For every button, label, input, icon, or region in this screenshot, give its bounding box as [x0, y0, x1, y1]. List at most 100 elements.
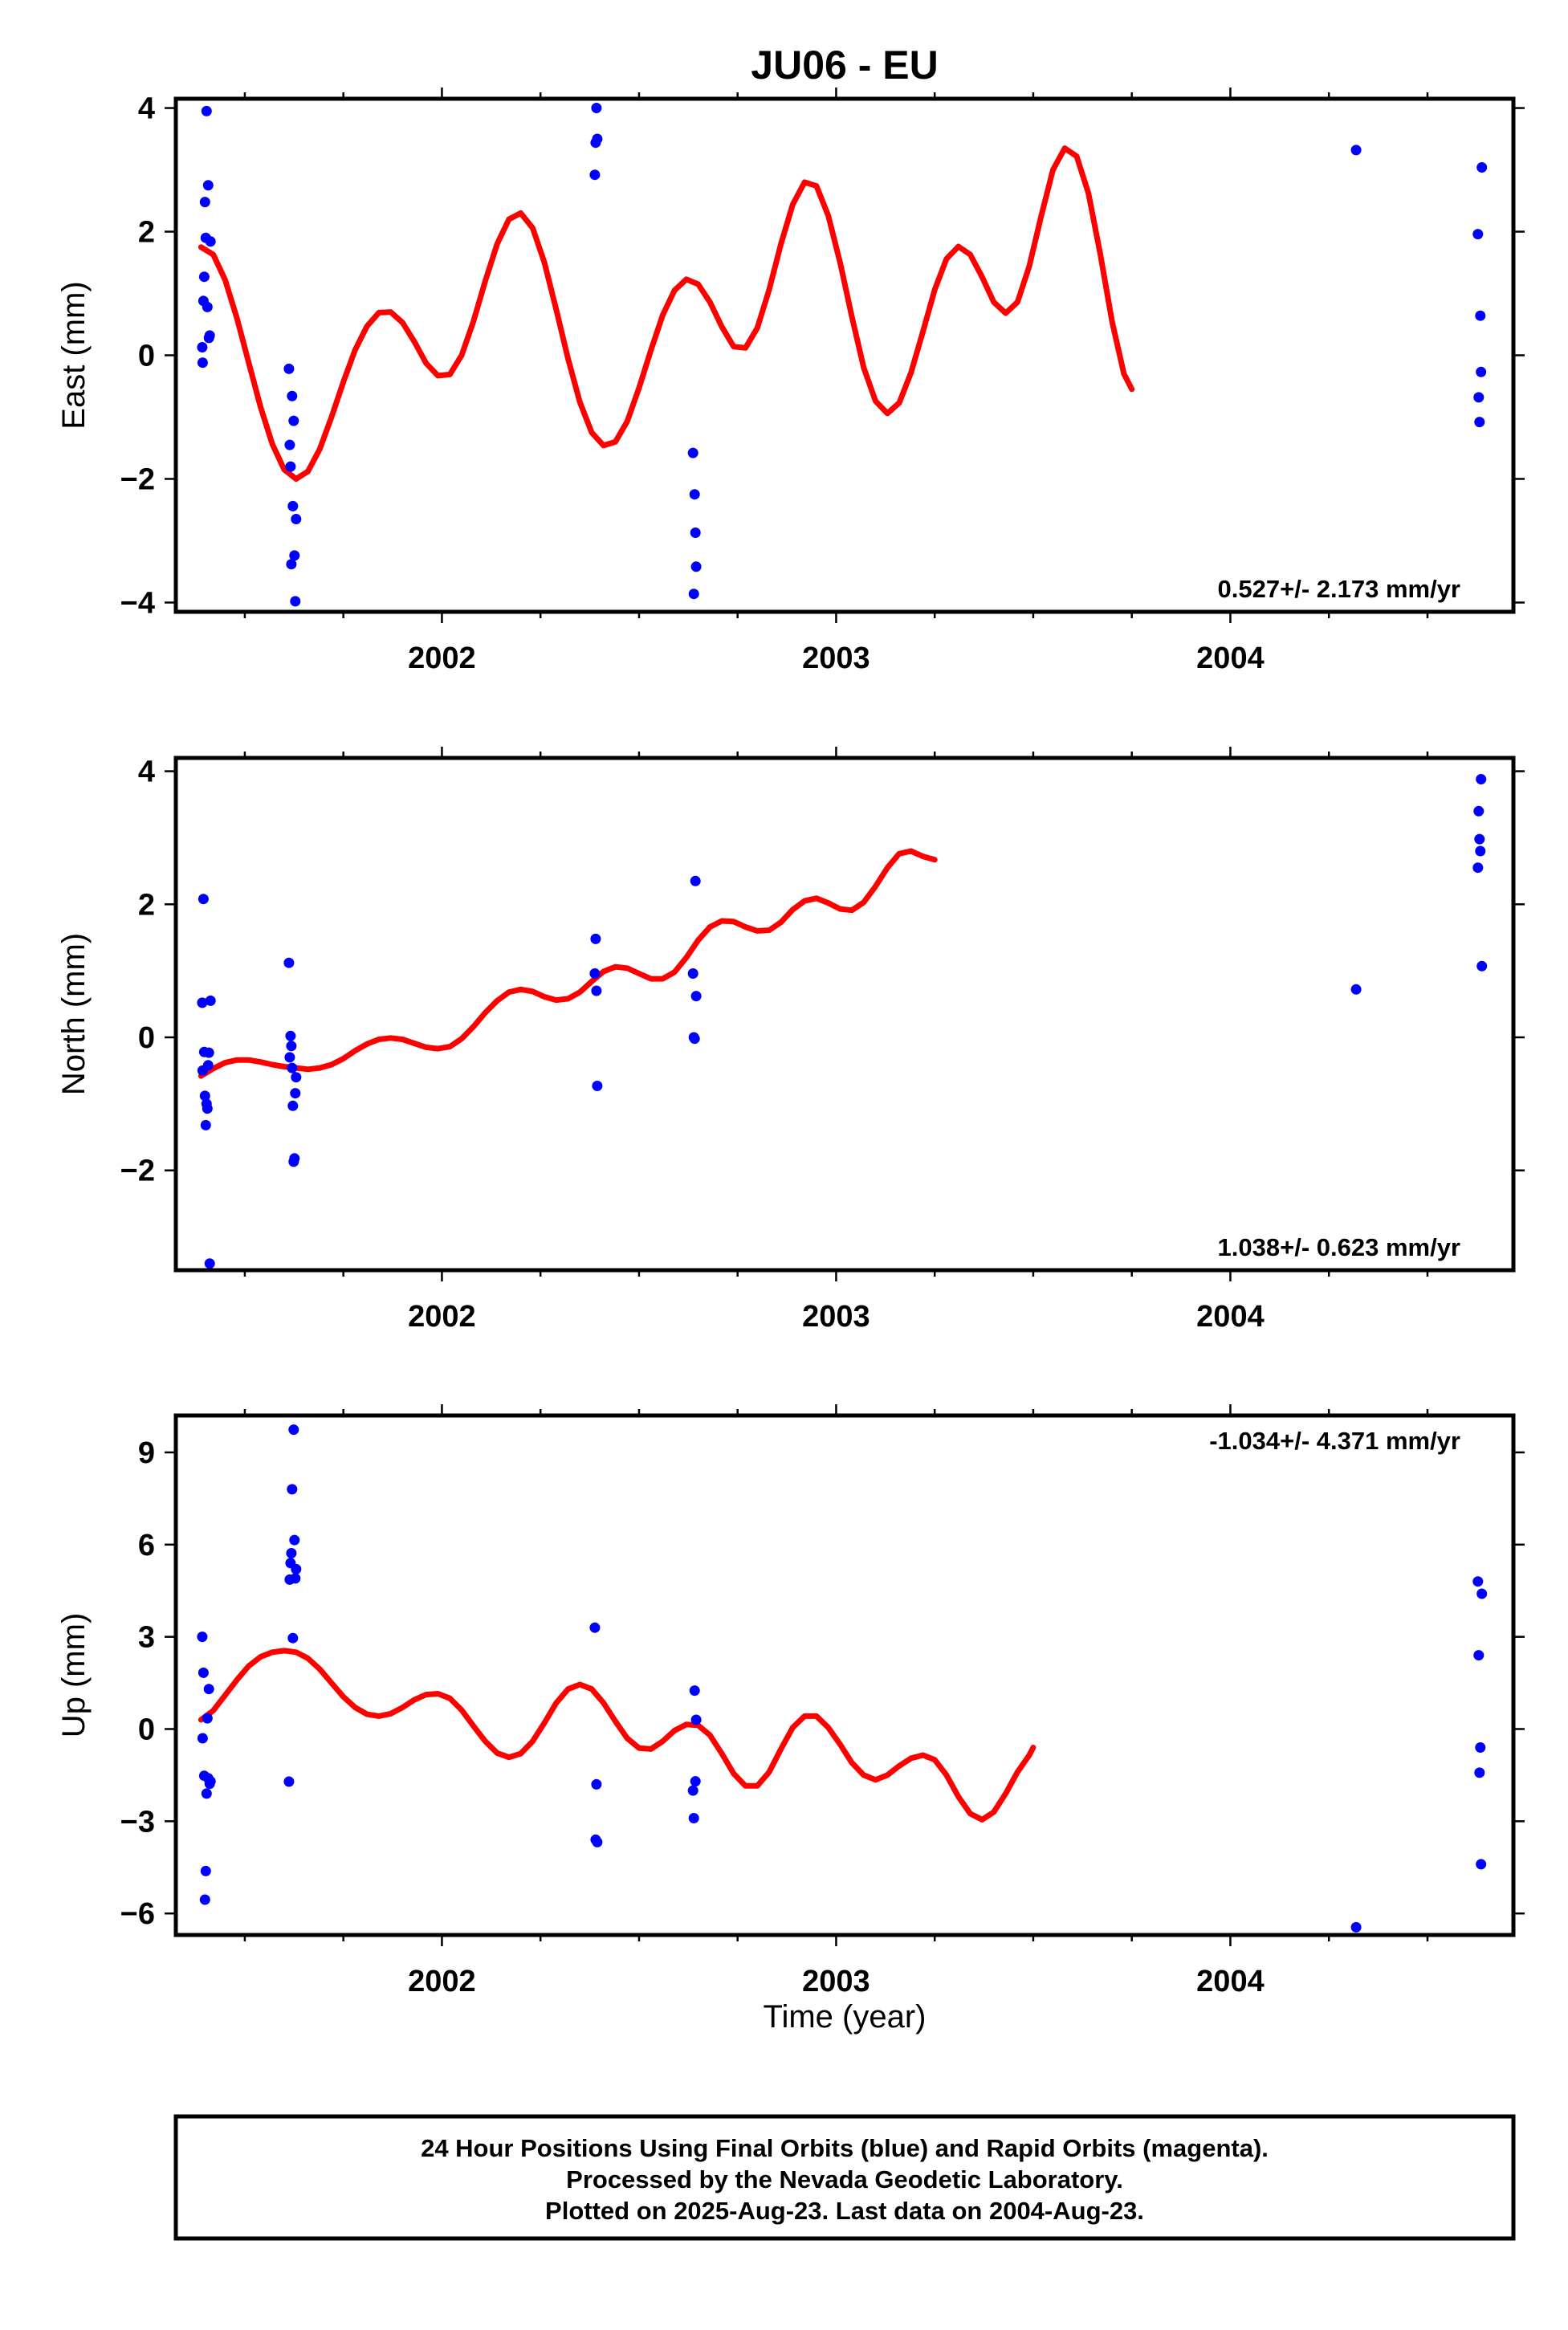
up-y-tick-label: 0 — [138, 1713, 155, 1746]
north-data-point — [202, 1103, 213, 1114]
north-rate-label: 1.038+/- 0.623 mm/yr — [1218, 1233, 1460, 1261]
east-data-point — [1475, 310, 1486, 321]
north-data-point — [290, 1088, 301, 1099]
north-data-point — [591, 985, 602, 996]
up-data-point — [197, 1733, 208, 1744]
east-y-tick-label: 0 — [138, 340, 155, 373]
east-data-point — [288, 415, 299, 426]
east-data-point — [287, 390, 298, 401]
east-data-point — [286, 559, 297, 570]
north-data-point — [197, 997, 208, 1008]
north-data-point — [291, 1072, 302, 1083]
east-y-axis-title: East (mm) — [56, 281, 92, 429]
up-data-point — [203, 1684, 214, 1695]
up-y-axis-title: Up (mm) — [56, 1613, 92, 1738]
north-data-point — [285, 1030, 296, 1041]
x-axis-title: Time (year) — [764, 1999, 927, 2035]
east-data-point — [589, 169, 601, 181]
east-data-point — [204, 330, 215, 341]
north-data-point — [199, 1090, 210, 1102]
up-data-point — [287, 1632, 299, 1644]
north-x-tick-label: 2003 — [802, 1300, 870, 1334]
east-x-tick-label: 2002 — [408, 642, 476, 675]
north-data-point — [204, 1258, 215, 1269]
east-data-point — [592, 133, 603, 145]
north-data-point — [1474, 833, 1485, 845]
north-data-point — [287, 1100, 299, 1111]
up-data-point — [689, 1685, 700, 1697]
east-data-point — [1474, 417, 1485, 428]
north-y-tick-label: 2 — [138, 888, 155, 922]
north-data-point — [589, 968, 601, 979]
footer-line-2: Processed by the Nevada Geodetic Laborat… — [566, 2165, 1123, 2194]
north-data-point — [286, 1041, 297, 1052]
up-data-point — [200, 1865, 211, 1876]
east-data-point — [287, 500, 299, 511]
up-y-tick-label: 9 — [138, 1436, 155, 1470]
east-rate-label: 0.527+/- 2.173 mm/yr — [1218, 575, 1460, 603]
north-data-point — [1350, 984, 1362, 995]
east-data-point — [283, 363, 295, 374]
up-data-point — [688, 1813, 699, 1823]
north-x-tick-label: 2004 — [1196, 1300, 1265, 1334]
north-y-tick-label: −2 — [120, 1155, 155, 1188]
up-y-tick-label: −6 — [120, 1897, 155, 1931]
up-data-point — [1474, 1767, 1485, 1778]
north-data-point — [690, 875, 701, 886]
up-data-point — [287, 1484, 298, 1495]
north-data-point — [202, 1060, 214, 1071]
north-data-point — [592, 1081, 603, 1091]
east-data-point — [1473, 392, 1485, 403]
east-y-tick-label: −2 — [120, 462, 155, 496]
north-data-point — [1473, 805, 1485, 817]
east-data-point — [688, 589, 699, 600]
up-y-tick-label: 3 — [138, 1621, 155, 1655]
up-x-tick-label: 2003 — [802, 1965, 870, 1998]
up-data-point — [291, 1563, 302, 1574]
east-data-point — [1350, 145, 1362, 156]
up-data-point — [589, 1622, 601, 1633]
up-data-point — [205, 1776, 216, 1787]
east-y-tick-label: −4 — [120, 586, 155, 620]
east-plot-frame — [173, 96, 1516, 614]
east-data-point — [591, 103, 602, 113]
north-data-point — [198, 894, 209, 905]
up-data-point — [1476, 1588, 1488, 1599]
up-data-point — [591, 1778, 602, 1790]
east-data-point — [202, 180, 214, 191]
north-data-point — [690, 991, 702, 1002]
up-data-point — [690, 1776, 701, 1787]
north-data-point — [200, 1119, 211, 1130]
north-data-point — [1472, 862, 1484, 874]
east-data-point — [289, 550, 300, 561]
east-data-point — [205, 236, 216, 247]
chart-title: JU06 - EU — [751, 43, 938, 88]
east-data-point — [690, 561, 702, 572]
up-plot-frame — [173, 1413, 1516, 1937]
east-data-point — [285, 461, 296, 472]
east-data-point — [197, 357, 208, 369]
north-panel: −2 0 2 4 2002 2003 2004 North (mm) 1.038+/- 0.62… — [56, 747, 1525, 1334]
footer-box: 24 Hour Positions Using Final Orbits (bl… — [173, 2114, 1516, 2241]
up-x-tick-label: 2004 — [1196, 1965, 1265, 1998]
up-data-point — [1475, 1742, 1486, 1753]
north-data-point — [205, 995, 216, 1006]
up-data-point — [201, 1788, 212, 1799]
north-data-point — [689, 1033, 700, 1045]
up-data-point — [1350, 1921, 1362, 1933]
up-data-point — [283, 1776, 295, 1787]
up-rate-label: -1.034+/- 4.371 mm/yr — [1209, 1427, 1460, 1455]
north-data-point — [1475, 845, 1486, 857]
east-data-point — [689, 489, 700, 500]
east-data-point — [690, 528, 701, 538]
north-data-point — [1476, 774, 1487, 784]
east-data-point — [197, 342, 208, 352]
north-data-point — [687, 968, 698, 979]
east-fit-line — [198, 145, 1135, 482]
up-data-point — [1473, 1650, 1485, 1661]
east-panel: −4 −2 0 2 4 2002 2003 2004 East (mm) 0.527+/- 2.1… — [56, 88, 1525, 675]
east-y-tick-label: 4 — [138, 92, 155, 126]
east-y-tick-label: 2 — [138, 216, 155, 250]
north-y-axis-title: North (mm) — [56, 933, 92, 1095]
north-plot-frame — [173, 756, 1516, 1273]
